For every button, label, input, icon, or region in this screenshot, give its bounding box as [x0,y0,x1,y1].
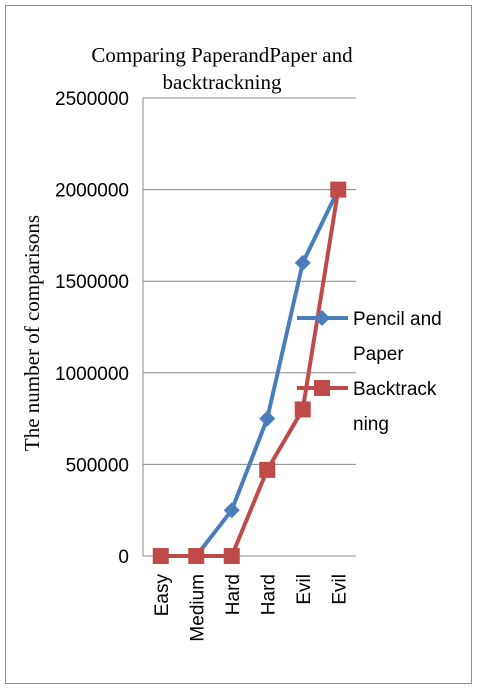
chart-title-line-1: Comparing PaperandPaper and [91,43,353,67]
y-tick-label: 2000000 [55,181,129,202]
data-point-marker [294,401,311,418]
data-point-marker [330,181,347,198]
x-tick-label: Hard [223,574,244,615]
tick-labels: 2500000 2000000 1500000 1000000 500000 0 Easy M… [55,89,350,642]
chart-title-line-2: backtrackning [163,70,282,94]
legend-marker [314,310,330,326]
legend-label: Paper [353,344,404,365]
legend-label: Pencil and [353,309,442,330]
data-point-marker [294,254,311,271]
y-tick-label: 0 [118,547,129,568]
y-tick-label: 500000 [66,455,129,476]
legend-label: ning [353,414,389,435]
legend-marker [314,380,330,396]
data-point-marker [223,502,240,519]
series-lines [152,181,347,564]
axes [142,98,356,557]
chart-title: Comparing PaperandPaper and backtracknin… [91,43,353,94]
y-axis-label: The number of comparisons [20,215,44,451]
x-tick-label: Easy [152,574,173,617]
y-tick-label: 1500000 [55,272,129,293]
data-point-marker [188,548,205,564]
x-tick-label: Medium [187,574,208,642]
legend: Pencil and Paper Backtrack ning [297,309,442,435]
x-tick-label: Hard [258,574,279,615]
x-tick-label: Evil [329,574,350,605]
data-point-marker [152,548,169,564]
data-point-marker [259,410,276,427]
x-tick-label: Evil [294,574,315,605]
chart-frame [5,5,472,684]
data-point-marker [259,461,276,478]
y-tick-label: 1000000 [55,364,129,385]
data-point-marker [223,548,240,564]
legend-label: Backtrack [353,379,437,400]
y-tick-label: 2500000 [55,89,129,110]
